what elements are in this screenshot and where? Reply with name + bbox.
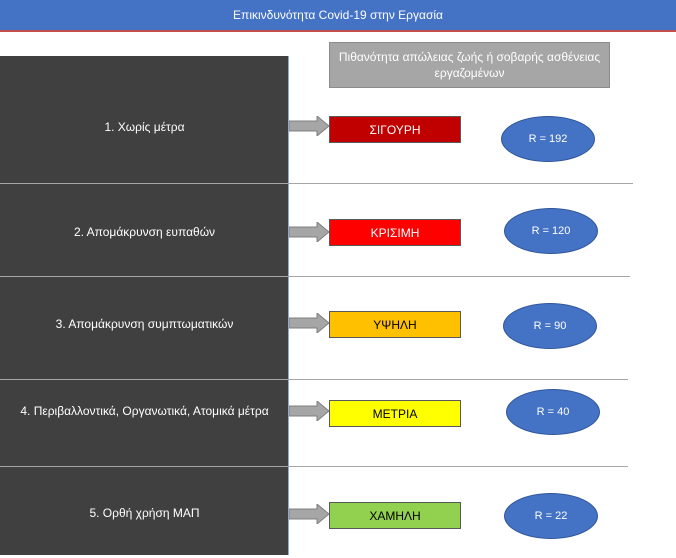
- diagram-title: Επικινδυνότητα Covid-19 στην Εργασία: [0, 0, 676, 32]
- measures-panel: [0, 56, 289, 555]
- measure-label-1: 1. Χωρίς μέτρα: [104, 120, 185, 134]
- risk-score-2: R = 120: [504, 208, 598, 254]
- risk-level-4: ΜΕΤΡΙΑ: [329, 400, 461, 427]
- measure-label-4: 4. Περιβαλλοντικά, Οργανωτικά, Ατομικά μ…: [20, 404, 269, 418]
- row-divider: [0, 276, 630, 277]
- row-divider: [0, 466, 628, 467]
- arrow-right-icon: [289, 222, 329, 242]
- measure-label-2: 2. Απομάκρυνση ευπαθών: [73, 225, 216, 239]
- arrow-right-icon: [289, 116, 329, 136]
- arrow-right-icon: [289, 401, 329, 421]
- risk-score-3: R = 90: [503, 303, 597, 349]
- risk-level-5: ΧΑΜΗΛΗ: [329, 502, 461, 529]
- arrow-right-icon: [289, 313, 329, 333]
- risk-score-5: R = 22: [504, 493, 598, 539]
- column-header: Πιθανότητα απώλειας ζωής ή σοβαρής ασθέν…: [329, 42, 610, 88]
- measure-label-5: 5. Ορθή χρήση ΜΑΠ: [89, 506, 200, 520]
- risk-score-4: R = 40: [506, 389, 600, 435]
- risk-score-1: R = 192: [501, 116, 595, 162]
- measure-label-3: 3. Απομάκρυνση συμπτωματικών: [55, 317, 234, 331]
- row-divider: [0, 379, 628, 380]
- row-divider: [0, 183, 633, 184]
- arrow-right-icon: [289, 504, 329, 524]
- risk-level-2: ΚΡΙΣΙΜΗ: [329, 219, 461, 246]
- risk-level-3: ΥΨΗΛΗ: [329, 311, 461, 338]
- risk-level-1: ΣΙΓΟΥΡΗ: [329, 116, 461, 143]
